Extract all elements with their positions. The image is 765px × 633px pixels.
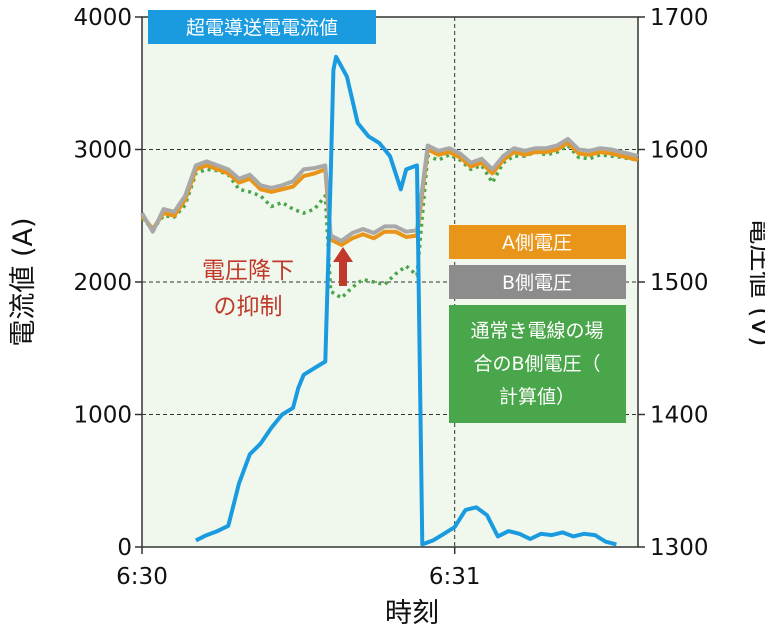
legend-a-label: A側電圧: [502, 232, 572, 254]
legend-b-box: [449, 265, 626, 299]
annotation-arrow: [333, 247, 353, 286]
left-tick-label: 3000: [73, 138, 132, 164]
x-tick-label: 6:31: [429, 564, 481, 590]
left-axis-ticks: 0 1000 2000 3000 4000: [73, 5, 142, 561]
series-calc-voltage-line: [140, 143, 639, 300]
x-tick-label: 6:30: [116, 564, 168, 590]
left-axis-title: 電流値 (A): [8, 217, 39, 346]
annotation-line-1: 電圧降下: [202, 258, 294, 284]
right-tick-label: 1600: [650, 138, 709, 164]
legend-current-label: 超電導送電電流値: [186, 17, 338, 39]
legend-calc-label-line-2: 合のB側電圧（: [473, 353, 600, 375]
right-axis-ticks: 1300 1400 1500 1600 1700: [638, 5, 709, 561]
legend-current-box: [148, 10, 376, 44]
series-current-line: [195, 54, 617, 547]
right-tick-label: 1400: [650, 403, 709, 429]
right-tick-label: 1700: [650, 5, 709, 31]
series-layer: [140, 54, 639, 547]
right-tick-label: 1500: [650, 270, 709, 296]
right-axis-title: 電圧値 (V): [745, 217, 765, 346]
series-a-voltage-line: [140, 140, 639, 247]
legend-calc-label-line-1: 通常き電線の場: [470, 320, 603, 342]
annotation-line-2: の抑制: [214, 294, 283, 320]
x-axis-title: 時刻: [385, 598, 439, 629]
left-tick-label: 1000: [73, 403, 132, 429]
left-tick-label: 2000: [73, 270, 132, 296]
legend-calc-box: [449, 305, 626, 423]
legend-b-label: B側電圧: [502, 272, 572, 294]
legend-a-box: [449, 225, 626, 259]
left-tick-label: 4000: [73, 5, 132, 31]
x-axis-ticks: 6:30 6:31: [116, 547, 481, 590]
right-tick-label: 1300: [650, 535, 709, 561]
left-tick-label: 0: [117, 535, 132, 561]
series-b-voltage-line: [140, 136, 639, 243]
legend-calc-label-line-3: 計算値）: [499, 386, 575, 408]
